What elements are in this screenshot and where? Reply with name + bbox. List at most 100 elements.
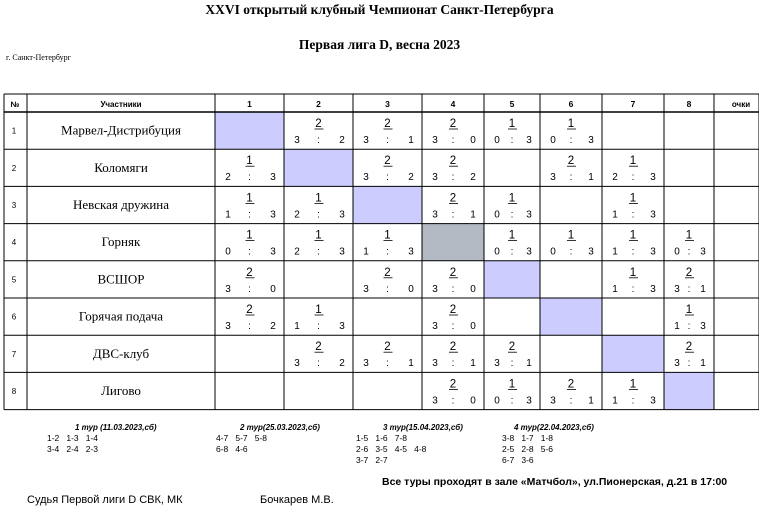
set-score-colon: :	[632, 172, 635, 183]
set-score-left: 1	[674, 321, 680, 332]
header-col-2: 2	[316, 99, 321, 109]
diagonal-cell	[540, 298, 602, 336]
venue-note: Все туры проходят в зале «Матчбол», ул.П…	[382, 476, 728, 488]
header-num: №	[11, 100, 20, 109]
header-col-4: 4	[451, 99, 456, 109]
match-points: 1	[630, 378, 636, 390]
set-score-right: 3	[526, 209, 532, 220]
set-score-right: 3	[650, 209, 656, 220]
match-points: 2	[509, 341, 515, 353]
set-score-left: 0	[225, 247, 231, 258]
set-score-left: 3	[432, 172, 438, 183]
set-score-colon: :	[248, 284, 251, 295]
match-points: 2	[315, 341, 321, 353]
set-score-left: 3	[363, 172, 369, 183]
set-score-right: 3	[650, 284, 656, 295]
match-points: 1	[246, 155, 252, 167]
set-score-left: 3	[294, 135, 300, 146]
set-score-left: 3	[674, 358, 680, 369]
row-number: 8	[12, 387, 17, 396]
set-score-right: 3	[700, 247, 706, 258]
set-score-right: 3	[526, 135, 532, 146]
match-points: 2	[686, 341, 692, 353]
set-score-colon: :	[452, 321, 455, 332]
match-points: 2	[450, 267, 456, 279]
diagonal-cell	[284, 149, 353, 187]
set-score-left: 3	[363, 284, 369, 295]
set-score-right: 0	[270, 284, 276, 295]
team-name: Лигово	[101, 383, 141, 398]
set-score-colon: :	[570, 247, 573, 258]
set-score-left: 1	[225, 209, 231, 220]
set-score-right: 0	[470, 135, 476, 146]
team-name: Горячая подача	[79, 309, 163, 324]
row-number: 6	[12, 313, 17, 322]
header-col-5: 5	[510, 99, 515, 109]
set-score-colon: :	[511, 209, 514, 220]
header-col-7: 7	[631, 99, 636, 109]
match-points: 2	[686, 267, 692, 279]
match-points: 2	[568, 155, 574, 167]
set-score-left: 3	[432, 209, 438, 220]
round-pairings: 2-6 3-5 4-5 4-8	[356, 444, 427, 454]
round-pairings: 6-8 4-6	[216, 444, 248, 454]
set-score-right: 2	[339, 358, 345, 369]
set-score-left: 0	[494, 135, 500, 146]
set-score-colon: :	[386, 135, 389, 146]
set-score-left: 2	[225, 172, 231, 183]
set-score-right: 1	[700, 284, 706, 295]
set-score-colon: :	[452, 284, 455, 295]
set-score-left: 1	[363, 247, 369, 258]
set-score-colon: :	[632, 395, 635, 406]
set-score-colon: :	[452, 358, 455, 369]
set-score-left: 2	[294, 209, 300, 220]
match-points: 1	[630, 192, 636, 204]
match-points: 2	[384, 267, 390, 279]
set-score-left: 1	[294, 321, 300, 332]
city-label: г. Санкт-Петербург	[6, 53, 71, 62]
match-points: 1	[384, 230, 390, 242]
set-score-left: 0	[494, 247, 500, 258]
header-participants: Участники	[100, 100, 141, 109]
row-number: 7	[12, 350, 17, 359]
set-score-left: 3	[432, 284, 438, 295]
set-score-colon: :	[688, 321, 691, 332]
set-score-colon: :	[511, 395, 514, 406]
set-score-colon: :	[386, 172, 389, 183]
round-title: 3 тур(15.04.2023,сб)	[383, 423, 463, 432]
match-points: 1	[630, 230, 636, 242]
row-number: 2	[12, 164, 17, 173]
set-score-right: 3	[270, 209, 276, 220]
match-points: 2	[568, 378, 574, 390]
team-name: Марвел-Дистрибуция	[61, 123, 181, 138]
match-points: 1	[630, 267, 636, 279]
match-points: 1	[630, 155, 636, 167]
set-score-colon: :	[317, 358, 320, 369]
match-points: 1	[568, 118, 574, 130]
header-col-6: 6	[569, 99, 574, 109]
set-score-left: 3	[225, 321, 231, 332]
diagonal-cell	[484, 260, 540, 298]
set-score-colon: :	[632, 247, 635, 258]
set-score-left: 1	[612, 284, 618, 295]
set-score-colon: :	[248, 321, 251, 332]
set-score-colon: :	[570, 172, 573, 183]
row-number: 3	[12, 201, 17, 210]
match-points: 1	[315, 304, 321, 316]
round-title: 1 тур (11.03.2023,сб)	[75, 423, 157, 432]
header-col-1: 1	[247, 99, 252, 109]
set-score-left: 3	[550, 172, 556, 183]
set-score-left: 3	[432, 135, 438, 146]
diagonal-cell	[215, 112, 284, 150]
set-score-colon: :	[248, 172, 251, 183]
set-score-right: 1	[408, 135, 414, 146]
match-points: 2	[450, 192, 456, 204]
set-score-right: 3	[270, 247, 276, 258]
match-points: 2	[246, 304, 252, 316]
team-name: Невская дружина	[73, 197, 169, 212]
header-points: очки	[732, 100, 750, 109]
round-pairings: 3-7 2-7	[356, 455, 388, 465]
set-score-right: 1	[526, 358, 532, 369]
judge-label: Судья Первой лиги D СВК, МК	[27, 494, 183, 506]
diagonal-cell	[353, 186, 422, 224]
